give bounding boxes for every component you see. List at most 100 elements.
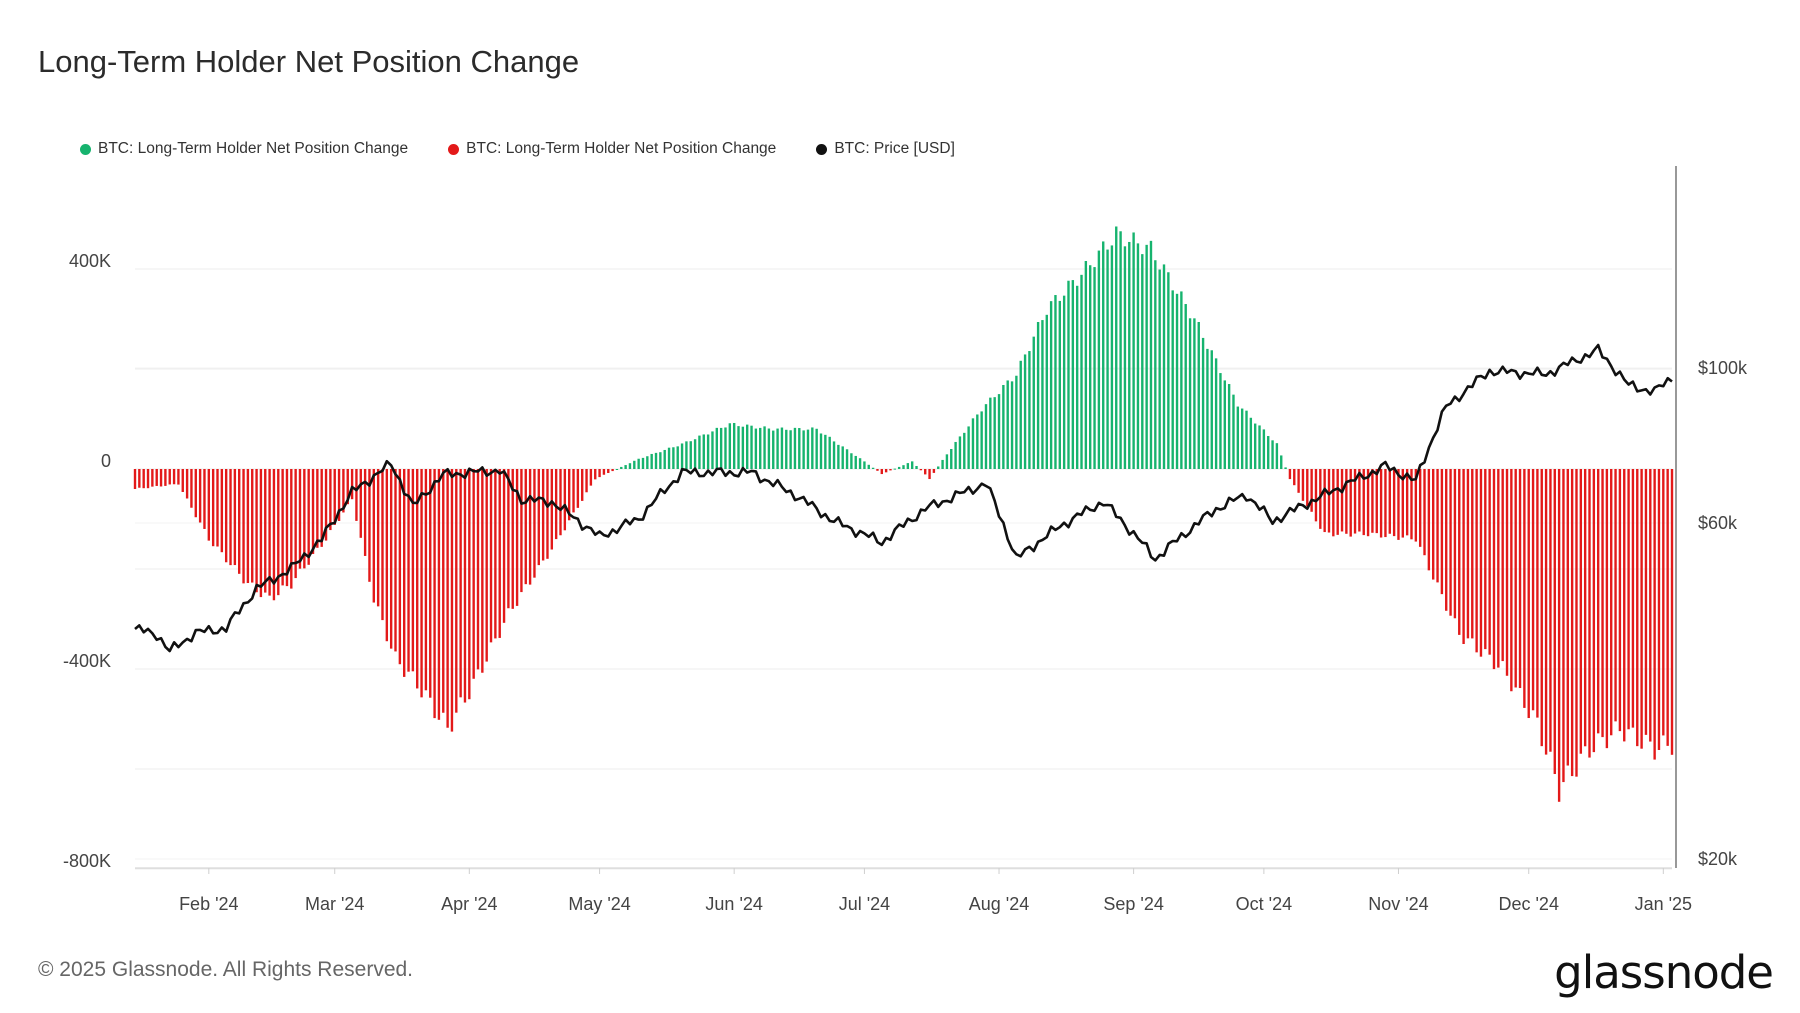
bar-positive — [772, 430, 775, 469]
bar-positive — [1045, 314, 1048, 469]
legend-item-positive[interactable]: BTC: Long-Term Holder Net Position Chang… — [80, 140, 408, 158]
bar-negative — [411, 469, 415, 672]
bar-negative — [324, 469, 328, 541]
bar-positive — [1180, 291, 1183, 469]
bar-positive — [706, 434, 710, 469]
bar-negative — [1627, 469, 1630, 730]
bar-negative — [337, 469, 341, 521]
bar-positive — [1049, 301, 1053, 469]
bar-negative — [1510, 469, 1513, 692]
bar-negative — [1588, 469, 1591, 758]
bar-negative — [1570, 469, 1574, 777]
bar-negative — [533, 469, 536, 578]
bar-positive — [819, 433, 823, 469]
bar-negative — [876, 469, 879, 471]
x-tick-label: Jan '25 — [1635, 894, 1692, 914]
bar-negative — [264, 469, 267, 593]
bar-negative — [168, 469, 171, 485]
bar-positive — [1175, 293, 1179, 469]
bar-negative — [316, 469, 319, 548]
bar-positive — [837, 444, 840, 469]
x-tick-label: Oct '24 — [1236, 894, 1292, 914]
bar-negative — [1306, 469, 1309, 507]
bar-negative — [581, 469, 584, 501]
bar-negative — [524, 469, 527, 585]
bar-negative — [1297, 469, 1300, 493]
bar-negative — [350, 469, 354, 500]
bar-positive — [802, 430, 805, 469]
bar-negative — [381, 469, 384, 621]
bar-positive — [1267, 436, 1270, 469]
bar-negative — [924, 469, 927, 475]
bar-negative — [1488, 469, 1491, 655]
bar-negative — [159, 469, 163, 487]
bar-negative — [307, 469, 310, 565]
bar-negative — [1636, 469, 1639, 747]
bar-positive — [759, 427, 762, 469]
bar-negative — [489, 469, 493, 643]
bar-positive — [754, 428, 758, 469]
bar-negative — [1479, 469, 1483, 657]
bar-negative — [1427, 469, 1431, 571]
bar-positive — [1123, 246, 1127, 469]
bar-negative — [233, 469, 237, 566]
bar-negative — [880, 469, 883, 475]
bar-negative — [589, 469, 593, 486]
bar-positive — [724, 427, 727, 469]
x-tick-label: Sep '24 — [1103, 894, 1164, 914]
bar-negative — [1644, 469, 1648, 735]
bar-positive — [793, 427, 797, 469]
legend-item-negative[interactable]: BTC: Long-Term Holder Net Position Chang… — [448, 140, 776, 158]
bar-positive — [746, 424, 749, 469]
bar-negative — [476, 469, 480, 670]
x-tick-label: Feb '24 — [179, 894, 238, 914]
bar-negative — [437, 469, 441, 720]
bar-positive — [997, 394, 1001, 469]
bar-negative — [1562, 469, 1565, 783]
bar-negative — [1414, 469, 1418, 542]
bar-negative — [146, 469, 150, 489]
bar-negative — [1353, 469, 1357, 534]
legend-item-price[interactable]: BTC: Price [USD] — [816, 140, 955, 158]
x-tick-label: Nov '24 — [1368, 894, 1428, 914]
bar-negative — [133, 469, 137, 489]
bar-negative — [1371, 469, 1374, 533]
bar-positive — [1058, 300, 1061, 469]
bar-negative — [1379, 469, 1383, 538]
bar-negative — [554, 469, 558, 540]
y-left-tick-label: -400K — [63, 651, 111, 671]
bar-negative — [1358, 469, 1361, 532]
bar-negative — [389, 469, 393, 649]
bar-negative — [255, 469, 258, 593]
bar-positive — [910, 461, 914, 469]
x-tick-label: May '24 — [568, 894, 630, 914]
bar-negative — [329, 469, 332, 531]
bar-positive — [663, 449, 666, 469]
bar-negative — [1445, 469, 1448, 611]
bar-positive — [676, 446, 679, 469]
bar-positive — [897, 466, 901, 469]
bar-positive — [984, 404, 988, 469]
bar-positive — [811, 427, 814, 469]
bar-negative — [311, 469, 315, 554]
bar-negative — [1475, 469, 1478, 653]
bar-positive — [958, 436, 962, 469]
bar-positive — [993, 397, 996, 469]
bar-positive — [1227, 384, 1231, 469]
bar-positive — [628, 463, 632, 469]
bar-negative — [138, 469, 141, 488]
bar-positive — [945, 454, 949, 469]
bar-positive — [1023, 354, 1027, 469]
bar-positive — [1249, 417, 1253, 469]
bar-negative — [1466, 469, 1470, 639]
bar-negative — [216, 469, 219, 547]
bar-positive — [1184, 304, 1187, 469]
bar-positive — [1162, 264, 1166, 469]
bar-negative — [211, 469, 215, 547]
bar-negative — [1401, 469, 1404, 538]
bar-positive — [1240, 408, 1244, 469]
bar-positive — [620, 466, 623, 469]
bar-negative — [932, 469, 936, 473]
bar-positive — [789, 430, 792, 469]
bar-negative — [185, 469, 189, 499]
